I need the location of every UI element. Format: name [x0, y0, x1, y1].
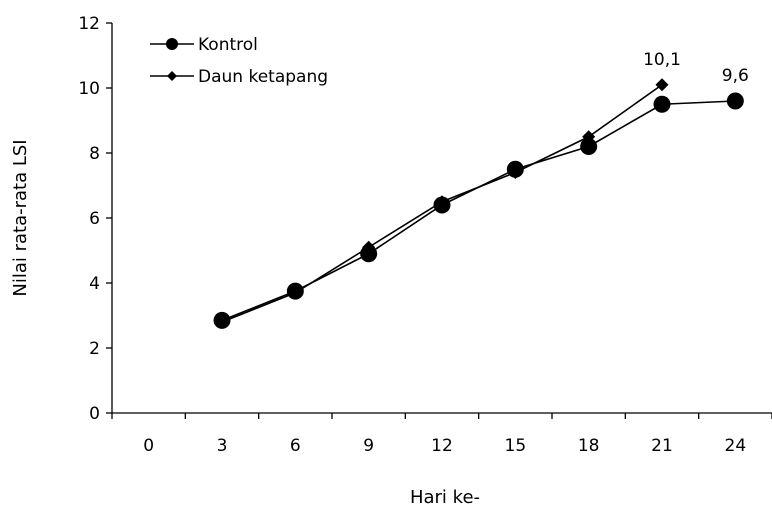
legend-item: Daun ketapang [150, 67, 328, 87]
legend-marker-diamond [167, 71, 177, 81]
legend-marker-circle [166, 38, 178, 50]
data-point [582, 130, 596, 144]
x-axis-title: Hari ke- [410, 487, 480, 506]
series-daun-ketapang [215, 78, 669, 329]
legend-item: Kontrol [150, 35, 258, 55]
y-tick-label: 10 [78, 79, 100, 99]
legend: Kontrol Daun ketapang [150, 35, 328, 87]
x-tick-label: 12 [431, 436, 453, 456]
y-tick-label: 8 [89, 144, 100, 164]
data-point [580, 138, 598, 155]
legend-label: Kontrol [198, 35, 258, 55]
x-tick-label: 6 [290, 436, 301, 456]
y-tick-label: 4 [89, 274, 100, 294]
y-tick-label: 0 [89, 404, 100, 424]
data-labels: 10,1 9,6 [643, 50, 749, 86]
x-tick-label: 24 [725, 436, 747, 456]
x-tick-label: 0 [143, 436, 154, 456]
series-group [213, 78, 744, 329]
data-point [435, 195, 449, 209]
x-tick-label: 3 [217, 436, 228, 456]
data-label: 10,1 [643, 50, 681, 70]
y-axis-title: Nilai rata-rata LSI [10, 139, 31, 296]
data-point [655, 78, 669, 92]
legend-label: Daun ketapang [198, 67, 328, 87]
data-label: 9,6 [722, 66, 749, 86]
x-tick-label: 9 [363, 436, 374, 456]
data-point [362, 240, 376, 254]
x-tick-label: 18 [578, 436, 600, 456]
y-tick-label: 2 [89, 339, 100, 359]
x-tick-label: 21 [651, 436, 673, 456]
y-tick-label: 12 [78, 14, 100, 34]
data-point [508, 166, 522, 179]
data-point [653, 95, 671, 113]
data-point [288, 286, 302, 300]
y-tick-label: 6 [89, 209, 100, 229]
data-point [215, 315, 229, 329]
x-tick-label: 15 [505, 436, 527, 456]
data-point [726, 92, 744, 110]
